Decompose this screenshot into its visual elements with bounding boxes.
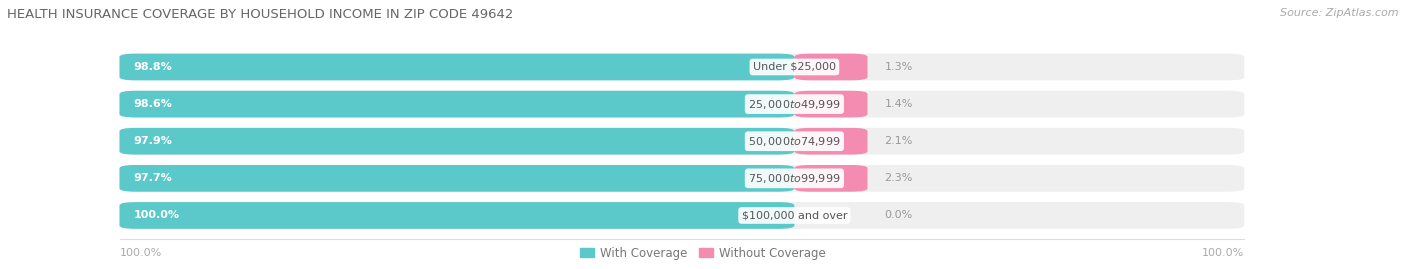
FancyBboxPatch shape <box>120 54 1244 80</box>
Legend: With Coverage, Without Coverage: With Coverage, Without Coverage <box>576 243 830 263</box>
Text: 97.7%: 97.7% <box>134 173 173 183</box>
Text: 1.4%: 1.4% <box>884 99 912 109</box>
FancyBboxPatch shape <box>120 202 1244 229</box>
FancyBboxPatch shape <box>120 128 794 155</box>
FancyBboxPatch shape <box>794 165 868 192</box>
Text: 2.3%: 2.3% <box>884 173 912 183</box>
Text: HEALTH INSURANCE COVERAGE BY HOUSEHOLD INCOME IN ZIP CODE 49642: HEALTH INSURANCE COVERAGE BY HOUSEHOLD I… <box>7 8 513 21</box>
FancyBboxPatch shape <box>120 91 1244 118</box>
Text: 100.0%: 100.0% <box>1202 248 1244 258</box>
Text: 100.0%: 100.0% <box>134 210 180 221</box>
Text: Source: ZipAtlas.com: Source: ZipAtlas.com <box>1281 8 1399 18</box>
Text: $25,000 to $49,999: $25,000 to $49,999 <box>748 98 841 111</box>
Text: 100.0%: 100.0% <box>120 248 162 258</box>
FancyBboxPatch shape <box>120 54 794 80</box>
Text: 98.6%: 98.6% <box>134 99 173 109</box>
Text: $50,000 to $74,999: $50,000 to $74,999 <box>748 135 841 148</box>
Text: 0.0%: 0.0% <box>884 210 912 221</box>
Text: Under $25,000: Under $25,000 <box>752 62 837 72</box>
FancyBboxPatch shape <box>120 202 794 229</box>
Text: $100,000 and over: $100,000 and over <box>741 210 848 221</box>
FancyBboxPatch shape <box>120 165 794 192</box>
FancyBboxPatch shape <box>794 54 868 80</box>
FancyBboxPatch shape <box>794 128 868 155</box>
FancyBboxPatch shape <box>120 165 1244 192</box>
Text: 1.3%: 1.3% <box>884 62 912 72</box>
FancyBboxPatch shape <box>120 91 794 118</box>
FancyBboxPatch shape <box>794 91 868 118</box>
Text: 97.9%: 97.9% <box>134 136 173 146</box>
Text: 2.1%: 2.1% <box>884 136 912 146</box>
Text: 98.8%: 98.8% <box>134 62 173 72</box>
FancyBboxPatch shape <box>120 128 1244 155</box>
Text: $75,000 to $99,999: $75,000 to $99,999 <box>748 172 841 185</box>
